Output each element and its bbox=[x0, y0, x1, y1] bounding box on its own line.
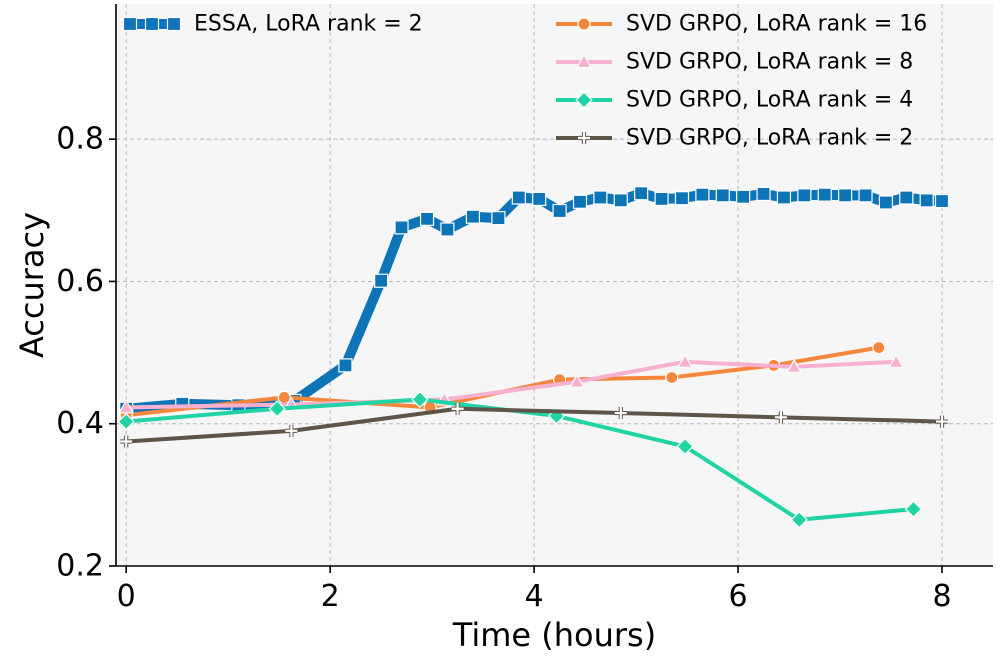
data-point bbox=[936, 415, 949, 428]
y-tick-label: 0.6 bbox=[56, 264, 104, 299]
data-point bbox=[117, 412, 135, 431]
legend-swatch-marker bbox=[578, 132, 590, 144]
data-point-mark bbox=[614, 407, 627, 420]
data-point-mark bbox=[936, 415, 949, 428]
data-point bbox=[268, 400, 286, 418]
data-point bbox=[491, 211, 506, 226]
y-tick-label: 0.8 bbox=[56, 122, 104, 157]
legend-label: SVD GRPO, LoRA rank = 4 bbox=[626, 88, 913, 113]
data-point bbox=[451, 402, 464, 415]
series-svd-grpo-lora-rank-8 bbox=[118, 353, 905, 414]
data-point bbox=[532, 191, 547, 207]
plot-area bbox=[116, 4, 993, 566]
data-point bbox=[572, 194, 588, 209]
data-point bbox=[858, 188, 873, 203]
series-line-svd-grpo-lora-rank-2 bbox=[124, 406, 945, 444]
ticks: 0 2 4 6 8 0.2 0.4 0.6 0.8 bbox=[56, 122, 951, 614]
legend-label: SVD GRPO, LoRA rank = 16 bbox=[626, 12, 927, 37]
data-point-mark bbox=[774, 411, 787, 424]
legend-swatch-marker bbox=[122, 16, 138, 32]
data-point bbox=[838, 188, 853, 203]
data-point bbox=[695, 187, 710, 202]
axes bbox=[115, 4, 993, 567]
data-point bbox=[790, 511, 808, 529]
data-point bbox=[736, 189, 751, 204]
data-point bbox=[676, 437, 694, 456]
data-point bbox=[419, 211, 435, 226]
legend-label: ESSA, LoRA rank = 2 bbox=[194, 12, 423, 37]
data-point bbox=[593, 190, 608, 205]
data-point bbox=[569, 373, 585, 388]
data-point bbox=[411, 390, 429, 409]
data-point-mark bbox=[451, 402, 464, 415]
legend: ESSA, LoRA rank = 2 SVD GRPO, LoRA rank =… bbox=[122, 12, 927, 151]
series-svd-grpo-lora-rank-4 bbox=[117, 390, 923, 529]
x-axis-label: Time (hours) bbox=[452, 616, 656, 654]
data-point bbox=[613, 193, 628, 208]
x-tick-label: 6 bbox=[729, 579, 748, 614]
data-point bbox=[465, 209, 481, 224]
legend-entry-essa-lora-rank-2: ESSA, LoRA rank = 2 bbox=[122, 12, 423, 37]
data-point bbox=[552, 203, 567, 219]
x-tick-label: 2 bbox=[321, 579, 340, 614]
y-tick-label: 0.2 bbox=[56, 549, 104, 584]
y-axis-label: Accuracy bbox=[13, 212, 51, 358]
legend-swatch-marker bbox=[575, 91, 593, 109]
data-point bbox=[674, 191, 690, 206]
data-point bbox=[774, 411, 787, 424]
x-tick-label: 0 bbox=[117, 579, 136, 614]
legend-swatch-marker bbox=[144, 16, 160, 32]
data-point bbox=[878, 195, 894, 210]
y-tick-label: 0.4 bbox=[56, 406, 104, 441]
data-point bbox=[118, 399, 135, 414]
legend-swatch-marker bbox=[576, 53, 592, 69]
data-point bbox=[120, 435, 133, 448]
data-point bbox=[904, 500, 923, 518]
x-tick-label: 4 bbox=[525, 579, 544, 614]
data-point bbox=[374, 273, 389, 288]
data-point bbox=[614, 407, 627, 420]
series-layer bbox=[117, 186, 950, 529]
data-point bbox=[654, 191, 669, 207]
data-point bbox=[776, 190, 792, 205]
data-point bbox=[634, 186, 649, 201]
data-point bbox=[888, 353, 905, 368]
legend-swatch-marker bbox=[166, 16, 182, 32]
data-point bbox=[715, 188, 730, 203]
data-point bbox=[786, 358, 803, 373]
legend-label: SVD GRPO, LoRA rank = 8 bbox=[626, 50, 913, 75]
legend-swatch-marker bbox=[577, 17, 591, 31]
series-svd-grpo-lora-rank-2 bbox=[120, 402, 949, 448]
legend-label: SVD GRPO, LoRA rank = 2 bbox=[626, 126, 913, 151]
legend-entry-svd-grpo-lora-rank-8: SVD GRPO, LoRA rank = 8 bbox=[556, 50, 913, 75]
data-point bbox=[756, 186, 771, 202]
data-point bbox=[934, 193, 950, 209]
series-essa-lora-rank-2 bbox=[119, 186, 950, 416]
legend-entry-svd-grpo-lora-rank-16: SVD GRPO, LoRA rank = 16 bbox=[556, 12, 927, 37]
data-point bbox=[338, 358, 353, 373]
data-point bbox=[277, 390, 291, 404]
legend-entry-svd-grpo-lora-rank-4: SVD GRPO, LoRA rank = 4 bbox=[556, 88, 913, 113]
legend-entry-svd-grpo-lora-rank-2: SVD GRPO, LoRA rank = 2 bbox=[556, 126, 913, 151]
x-tick-label: 8 bbox=[932, 579, 951, 614]
data-point-mark bbox=[120, 435, 133, 448]
data-point bbox=[285, 424, 298, 437]
data-point bbox=[872, 341, 886, 355]
data-point bbox=[677, 353, 693, 368]
data-point bbox=[440, 222, 455, 237]
data-point bbox=[817, 187, 832, 202]
data-point bbox=[394, 220, 409, 235]
data-point bbox=[797, 188, 812, 203]
data-point bbox=[899, 190, 914, 205]
data-point bbox=[665, 370, 679, 385]
data-point bbox=[919, 193, 934, 208]
data-point-mark bbox=[285, 424, 298, 437]
data-point bbox=[511, 190, 526, 205]
